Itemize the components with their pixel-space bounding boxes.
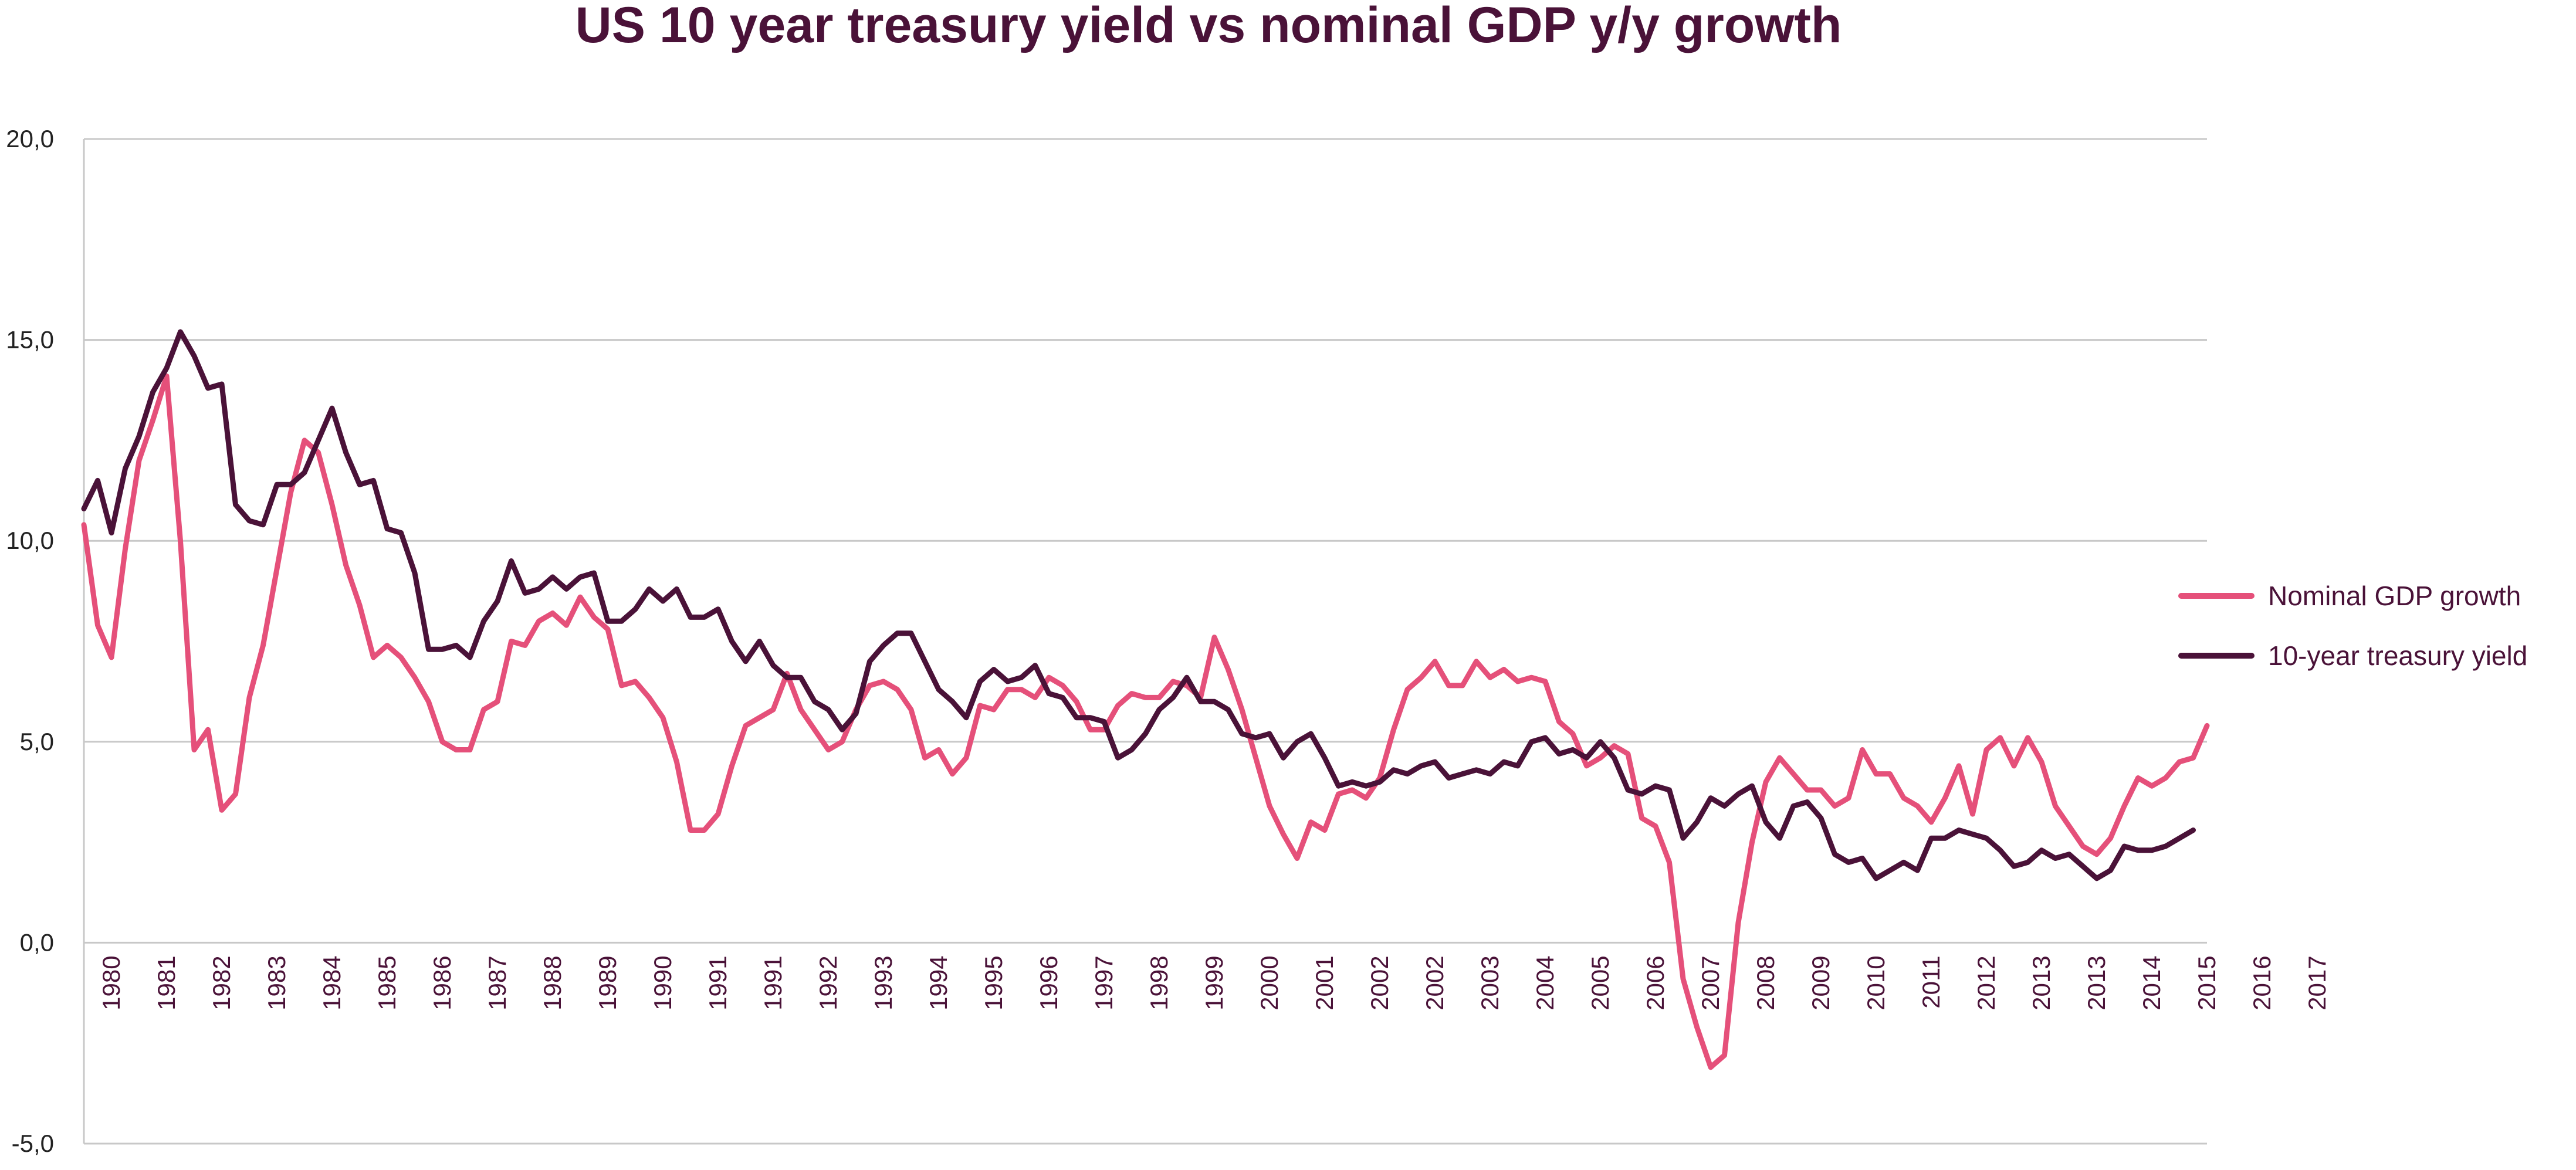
y-tick-label: -5,0 <box>12 1130 54 1157</box>
x-tick-label: 2002 <box>1421 955 1448 1010</box>
x-tick-label: 1988 <box>539 955 566 1010</box>
x-tick-label: 2012 <box>1972 955 2000 1010</box>
gridlines <box>83 138 2207 1145</box>
y-tick-label: 10,0 <box>6 527 54 554</box>
y-tick-label: 15,0 <box>6 326 54 354</box>
y-tick-label: 5,0 <box>20 728 54 755</box>
series-line-10-year-treasury-yield <box>81 329 2196 881</box>
x-tick-label: 2016 <box>2248 955 2276 1010</box>
x-tick-label: 1982 <box>208 955 235 1010</box>
x-tick-label: 2001 <box>1311 955 1338 1010</box>
series-lines <box>81 329 2210 1070</box>
x-tick-label: 2006 <box>1641 955 1669 1010</box>
x-tick-label: 1987 <box>483 955 511 1010</box>
x-tick-label: 2013 <box>2083 955 2110 1010</box>
x-tick-label: 2010 <box>1862 955 1890 1010</box>
x-tick-label: 1995 <box>980 955 1007 1010</box>
legend-item-nominal-gdp-growth[interactable]: Nominal GDP growth <box>2178 581 2521 611</box>
x-tick-label: 1985 <box>373 955 401 1010</box>
x-tick-label: 1983 <box>263 955 290 1010</box>
x-tick-label: 2015 <box>2193 955 2220 1010</box>
y-tick-label: 0,0 <box>20 928 54 956</box>
x-tick-label: 1993 <box>869 955 897 1010</box>
x-tick-label: 2007 <box>1697 955 1724 1010</box>
x-tick-label: 1992 <box>814 955 842 1010</box>
x-tick-label: 1997 <box>1090 955 1118 1010</box>
x-tick-label: 2000 <box>1255 955 1283 1010</box>
x-tick-label: 1989 <box>594 955 621 1010</box>
legend-label: 10-year treasury yield <box>2268 640 2527 671</box>
x-tick-label: 2005 <box>1586 955 1614 1010</box>
x-tick-label: 2013 <box>2027 955 2055 1010</box>
y-tick-label: 20,0 <box>6 125 54 152</box>
x-tick-label: 1998 <box>1145 955 1173 1010</box>
x-tick-label: 2009 <box>1807 955 1834 1010</box>
x-tick-label: 1990 <box>649 955 676 1010</box>
x-tick-label: 1994 <box>925 955 952 1010</box>
x-tick-label: 1996 <box>1035 955 1062 1010</box>
x-tick-label: 1981 <box>153 955 180 1010</box>
x-tick-label: 1991 <box>759 955 787 1010</box>
x-tick-label: 1986 <box>428 955 456 1010</box>
x-tick-label: 1999 <box>1200 955 1228 1010</box>
legend-label: Nominal GDP growth <box>2268 581 2521 611</box>
y-axis-tick-labels: -5,0 0,0 5,0 10,0 15,0 20,0 <box>6 125 54 1157</box>
x-tick-label: 2002 <box>1366 955 1393 1010</box>
x-axis-tick-labels: 1980 1981 1982 1983 1984 1985 1986 1987 1988 1989… <box>97 955 2331 1010</box>
series-line-nominal-gdp-growth <box>81 373 2210 1070</box>
x-tick-label: 2014 <box>2138 955 2165 1010</box>
x-tick-label: 1980 <box>97 955 125 1010</box>
legend[interactable]: Nominal GDP growth 10-year treasury yield <box>2178 581 2527 671</box>
legend-item-10-year-treasury-yield[interactable]: 10-year treasury yield <box>2178 640 2527 671</box>
x-tick-label: 1984 <box>318 955 346 1010</box>
x-tick-label: 2011 <box>1917 955 1945 1008</box>
x-tick-label: 1991 <box>704 955 732 1010</box>
x-tick-label: 2004 <box>1531 955 1559 1010</box>
x-tick-label: 2017 <box>2303 955 2331 1010</box>
x-tick-label: 2008 <box>1752 955 1779 1010</box>
chart-title: US 10 year treasury yield vs nominal GDP… <box>576 0 1842 53</box>
x-tick-label: 2003 <box>1476 955 1504 1010</box>
